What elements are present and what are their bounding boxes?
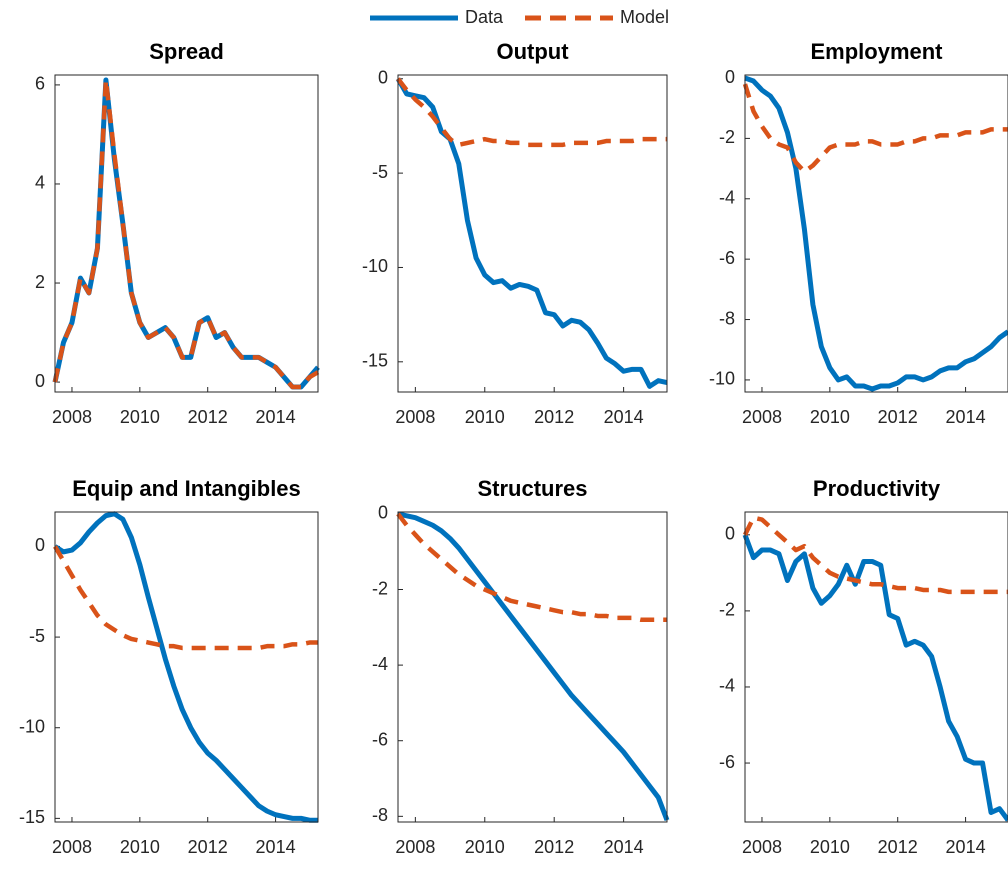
y-tick-label: -6	[372, 729, 388, 749]
chart-title: Equip and Intangibles	[72, 476, 301, 501]
y-tick-label: -2	[719, 600, 735, 620]
series-line	[744, 75, 1008, 392]
y-tick-label: -10	[362, 256, 388, 276]
x-tick-label: 2008	[395, 407, 435, 427]
x-tick-label: 2014	[604, 407, 644, 427]
y-tick-label: -10	[19, 716, 45, 736]
series-line	[53, 511, 318, 823]
x-tick-label: 2014	[256, 407, 296, 427]
x-tick-label: 2010	[810, 407, 850, 427]
axes-box	[397, 511, 668, 823]
legend-label: Model	[620, 7, 669, 27]
x-tick-label: 2010	[810, 837, 850, 857]
x-tick-label: 2014	[604, 837, 644, 857]
chart-title: Productivity	[813, 476, 941, 501]
series-line	[396, 512, 667, 622]
y-tick-label: 6	[35, 74, 45, 94]
series-line	[397, 511, 670, 822]
x-tick-label: 2012	[534, 407, 574, 427]
y-tick-label: 4	[35, 173, 45, 193]
x-tick-label: 2012	[878, 407, 918, 427]
y-tick-label: 0	[378, 503, 388, 523]
y-tick-label: 0	[378, 68, 388, 88]
x-tick-label: 2010	[120, 407, 160, 427]
y-tick-label: 0	[725, 524, 735, 544]
series-line	[742, 533, 1008, 822]
axes-box	[54, 511, 319, 823]
series-line	[742, 83, 1008, 174]
chart-title: Spread	[149, 39, 224, 64]
x-tick-label: 2010	[120, 837, 160, 857]
chart-title: Employment	[810, 39, 943, 64]
x-tick-label: 2014	[946, 837, 986, 857]
axes-box	[744, 511, 1008, 823]
y-tick-label: -4	[372, 654, 388, 674]
y-tick-label: -5	[29, 626, 45, 646]
x-tick-label: 2008	[395, 837, 435, 857]
y-tick-label: -2	[719, 127, 735, 147]
y-tick-label: 0	[725, 67, 735, 87]
x-tick-label: 2014	[256, 837, 296, 857]
chart-title: Output	[496, 39, 569, 64]
y-tick-label: 2	[35, 272, 45, 292]
x-tick-label: 2012	[534, 837, 574, 857]
axes-box	[397, 74, 668, 393]
x-tick-label: 2012	[188, 407, 228, 427]
x-tick-label: 2010	[465, 837, 505, 857]
y-tick-label: 0	[35, 535, 45, 555]
x-tick-label: 2008	[742, 837, 782, 857]
legend-label: Data	[465, 7, 504, 27]
x-tick-label: 2008	[742, 407, 782, 427]
x-tick-label: 2014	[946, 407, 986, 427]
series-line	[395, 77, 668, 389]
axes-box	[744, 74, 1008, 393]
x-tick-label: 2010	[465, 407, 505, 427]
series-line	[52, 77, 320, 390]
series-line	[52, 77, 320, 390]
series-line	[742, 515, 1008, 595]
y-tick-label: -6	[719, 248, 735, 268]
y-tick-label: -6	[719, 752, 735, 772]
y-tick-label: -2	[372, 578, 388, 598]
x-tick-label: 2012	[878, 837, 918, 857]
y-tick-label: -4	[719, 676, 735, 696]
y-tick-label: -8	[719, 308, 735, 328]
x-tick-label: 2008	[52, 407, 92, 427]
y-tick-label: -4	[719, 188, 735, 208]
chart-title: Structures	[477, 476, 587, 501]
series-line	[53, 545, 318, 651]
x-tick-label: 2008	[52, 837, 92, 857]
y-tick-label: 0	[35, 371, 45, 391]
series-line	[396, 77, 667, 148]
y-tick-label: -15	[19, 807, 45, 827]
axes-box	[54, 74, 319, 393]
y-tick-label: -10	[709, 369, 735, 389]
y-tick-label: -8	[372, 805, 388, 825]
x-tick-label: 2012	[188, 837, 228, 857]
y-tick-label: -15	[362, 351, 388, 371]
y-tick-label: -5	[372, 162, 388, 182]
